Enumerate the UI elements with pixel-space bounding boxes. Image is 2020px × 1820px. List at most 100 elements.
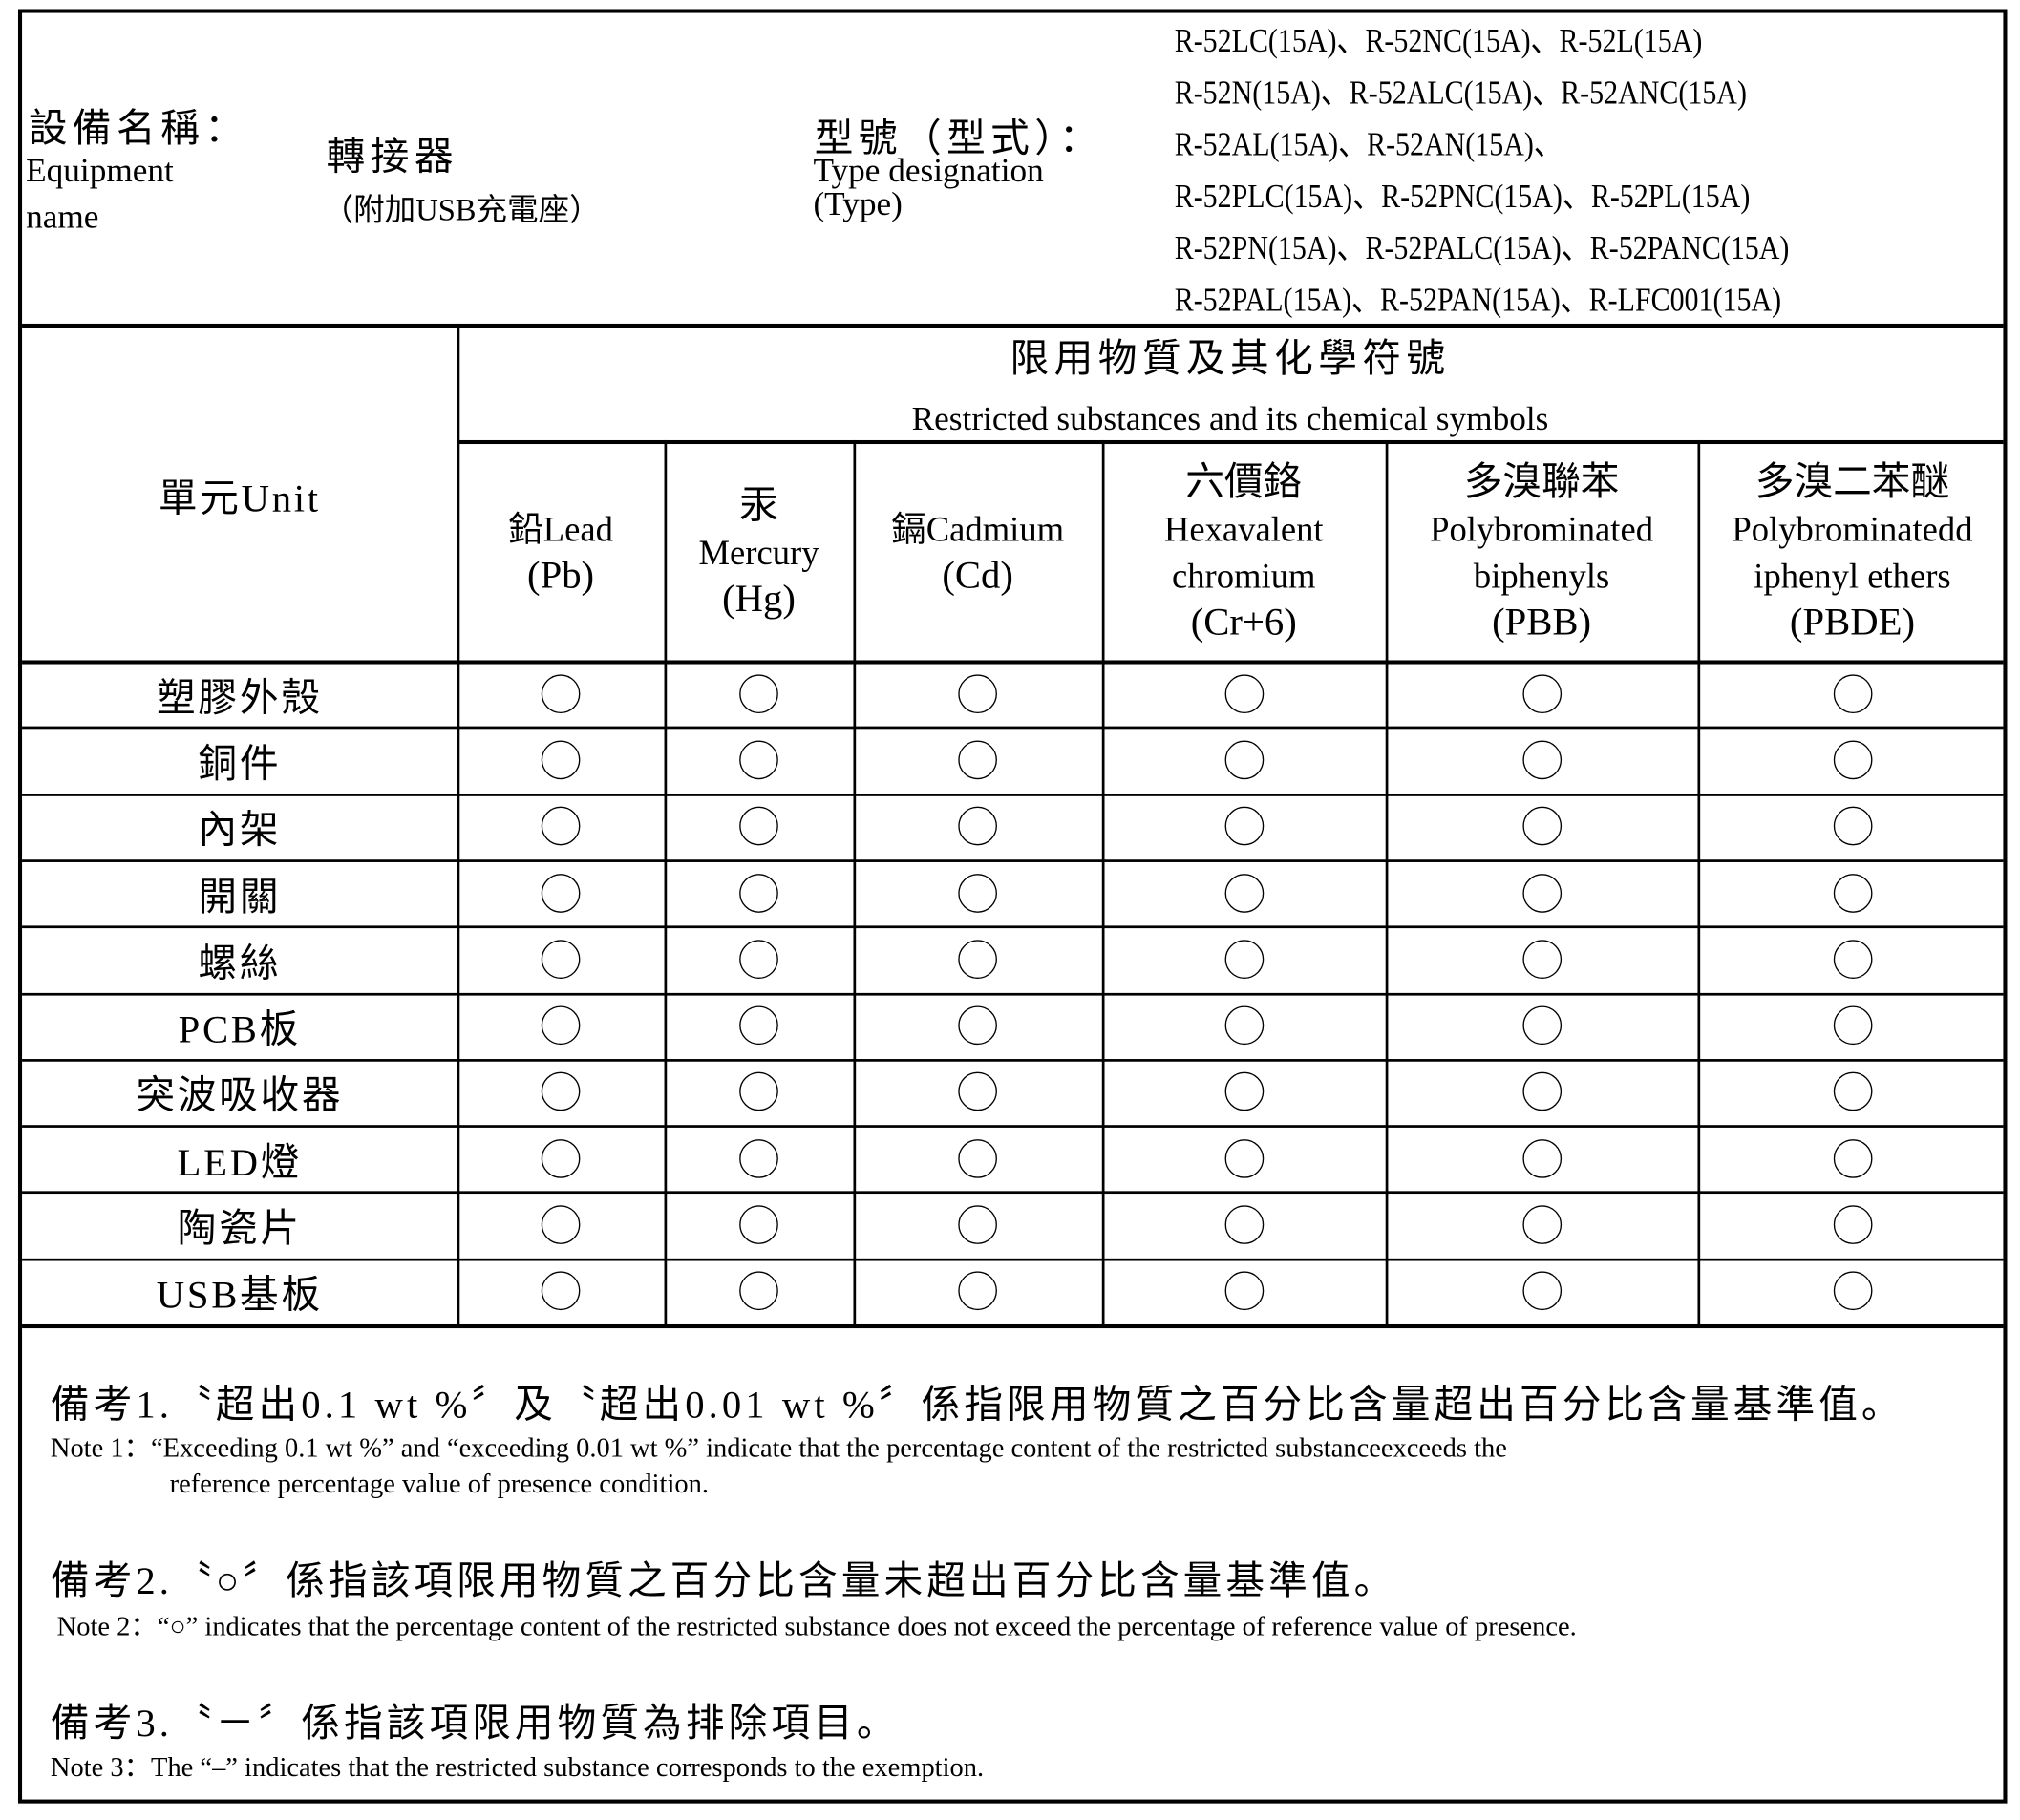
circle-mark-icon [1833,1205,1872,1244]
unit-name: USB基板 [156,1274,323,1318]
unit-name: PCB板 [178,1008,302,1052]
circle-mark-icon [739,1072,778,1111]
circle-mark-icon [958,806,997,846]
circle-mark-icon [541,873,581,913]
column-header-line: Polybrominated [1430,509,1653,549]
column-header-line: 鎘Cadmium [891,509,1065,549]
circle-mark-icon [739,1271,778,1311]
unit-name: 陶瓷片 [177,1208,302,1251]
column-header-line: 汞 [739,483,778,527]
substance-cell [457,1258,665,1324]
substance-cell [853,1192,1101,1259]
substance-cell [1102,926,1386,993]
column-header: 多溴二苯醚 Polybrominatedd iphenyl ethers (PBDE) [1697,444,2007,660]
substance-cell [1386,926,1698,993]
unit-name: 開關 [198,876,282,919]
substance-cell [853,859,1101,926]
circle-mark-icon [1833,1271,1872,1311]
model-line: R-52PAL(15A)、R-52PAN(15A)、R-LFC001(15A) [1174,281,1782,319]
substance-cell [665,1125,854,1192]
substance-cell [853,1125,1101,1192]
substance-cell [1102,1125,1386,1192]
circle-mark-icon [1833,1005,1872,1046]
circle-mark-icon [1521,1005,1562,1046]
substance-cell [1386,1125,1698,1192]
substance-cell [665,992,854,1059]
circle-mark-icon [1223,873,1264,913]
circle-mark-icon [1833,1138,1872,1178]
model-line: R-52LC(15A)、R-52NC(15A)、R-52L(15A) [1174,22,1703,60]
substance-cell [1386,660,1698,727]
circle-mark-icon [541,740,581,780]
circle-mark-icon [541,673,581,713]
unit-name: 突波吸收器 [136,1074,344,1118]
circle-mark-icon [958,873,997,913]
column-header-line: Hexavalent [1163,509,1324,549]
type-label-en-2: (Type) [813,184,903,223]
circle-mark-icon [1833,940,1872,979]
circle-mark-icon [1521,740,1562,780]
substance-cell [665,1192,854,1259]
divider [664,439,668,1327]
divider [853,439,857,1327]
divider [457,323,460,1327]
substances-title-zh: 限用物質及其化學符號 [1010,337,1451,381]
note-3-en: Note 3：The “–” indicates that the restri… [50,1751,985,1783]
substance-cell [1697,727,2007,794]
circle-mark-icon [1521,1138,1562,1178]
substance-cell [1102,727,1386,794]
substance-cell [1697,1192,2007,1259]
unit-name: 內架 [198,809,282,853]
column-header-line: (Cr+6) [1190,600,1297,644]
substance-cell [1386,727,1698,794]
substance-cell [1697,992,2007,1059]
circle-mark-icon [958,1271,997,1311]
circle-mark-icon [541,1138,581,1178]
circle-mark-icon [739,1005,778,1046]
circle-mark-icon [1521,1072,1562,1111]
substance-cell [665,1258,854,1324]
column-header-line: 多溴二苯醚 [1754,459,1950,503]
substance-cell [457,794,665,860]
note-1-zh: 備考1.〝超出0.1 wt %〞及〝超出0.01 wt %〞係指限用物質之百分比… [50,1384,1904,1428]
column-header-line: Mercury [698,532,819,572]
substance-cell [665,794,854,860]
column-header-line: (Hg) [722,577,796,620]
circle-mark-icon [541,940,581,979]
circle-mark-icon [958,940,997,979]
substance-cell [853,926,1101,993]
substance-cell [1102,992,1386,1059]
column-header: 鎘Cadmium (Cd) [853,444,1101,660]
divider [22,793,2004,796]
unit-name: LED燈 [177,1141,303,1185]
circle-mark-icon [1223,1205,1264,1244]
divider [22,1058,2004,1062]
divider [22,1191,2004,1195]
substance-cell [1102,1258,1386,1324]
circle-mark-icon [739,1138,778,1178]
circle-mark-icon [1833,873,1872,913]
equipment-label-en-1: Equipment [26,151,174,189]
circle-mark-icon [1521,1271,1562,1311]
circle-mark-icon [1223,740,1264,780]
substance-cell [853,794,1101,860]
substance-cell [457,1059,665,1126]
substance-cell [1697,1059,2007,1126]
circle-mark-icon [739,1205,778,1244]
divider [1385,439,1389,1327]
divider [1697,439,1701,1327]
substance-cell [1697,660,2007,727]
circle-mark-icon [1833,806,1872,846]
circle-mark-icon [1521,673,1562,713]
substance-cell [853,727,1101,794]
column-header: 鉛Lead (Pb) [457,444,665,660]
unit-name: 塑膠外殼 [157,676,323,720]
column-header: 六價鉻 Hexavalent chromium (Cr+6) [1102,444,1386,660]
equipment-label-en-2: name [26,198,99,236]
circle-mark-icon [1833,1072,1872,1111]
circle-mark-icon [1521,806,1562,846]
substance-cell [853,660,1101,727]
model-line: R-52AL(15A)、R-52AN(15A)、 [1174,125,1563,163]
circle-mark-icon [541,1205,581,1244]
